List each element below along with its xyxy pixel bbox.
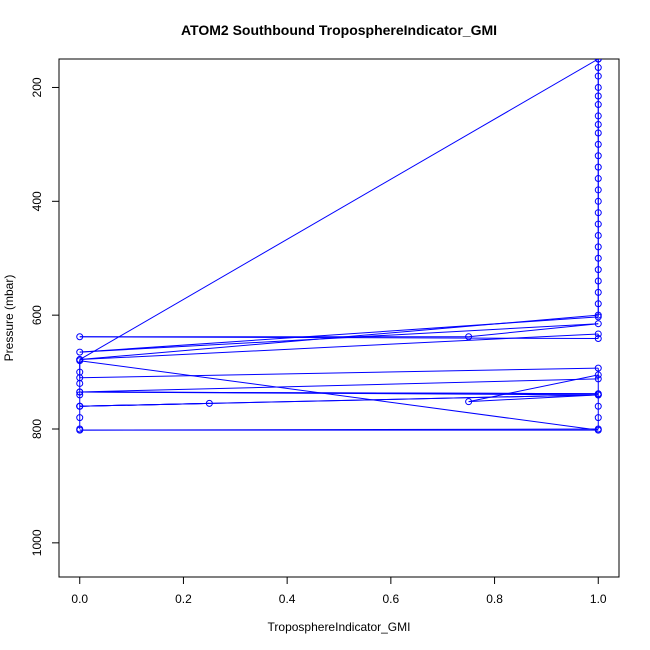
x-tick-label: 0.2 (175, 592, 192, 606)
data-point (76, 414, 84, 422)
data-point (594, 371, 602, 379)
data-point (594, 334, 602, 342)
data-point (594, 320, 602, 328)
data-point (594, 364, 602, 372)
data-point (594, 231, 602, 239)
data-point (594, 288, 602, 296)
data-point (76, 333, 84, 341)
data-point (594, 101, 602, 109)
chart-title: ATOM2 Southbound TroposphereIndicator_GM… (181, 22, 497, 38)
series-line-segment (79, 394, 599, 407)
data-point (594, 140, 602, 148)
series-line-segment (79, 391, 599, 396)
x-tick-label: 0.0 (71, 592, 88, 606)
data-point (76, 348, 84, 356)
data-point (594, 83, 602, 91)
data-point (76, 391, 84, 399)
data-point (594, 277, 602, 285)
data-point (594, 300, 602, 308)
data-point (594, 402, 602, 410)
data-point (76, 388, 84, 396)
series-line-segment (79, 316, 599, 353)
series-line-segment (79, 378, 599, 393)
data-point (594, 330, 602, 338)
data-point (594, 186, 602, 194)
data-point (594, 266, 602, 274)
data-point (465, 398, 473, 406)
y-tick-label: 1000 (30, 529, 44, 556)
series-lines (79, 59, 599, 431)
y-tick-label: 400 (30, 191, 44, 211)
data-point (76, 368, 84, 376)
data-point (76, 379, 84, 387)
data-point (594, 254, 602, 262)
y-tick-label: 600 (30, 305, 44, 325)
data-point (594, 92, 602, 100)
x-axis: 0.0 0.2 0.4 0.6 0.8 1.0 (71, 577, 607, 606)
data-point (594, 129, 602, 137)
series-line-segment (79, 333, 599, 361)
data-point (76, 357, 84, 365)
series-line-segment (468, 374, 599, 403)
plot-frame (58, 58, 620, 578)
series-points (76, 59, 602, 434)
data-point (594, 426, 602, 434)
data-point (594, 59, 602, 63)
data-point (594, 220, 602, 228)
series-line-segment (79, 367, 599, 379)
series-line-segment (468, 394, 599, 403)
data-point (76, 425, 84, 433)
x-tick-label: 0.6 (383, 592, 400, 606)
y-tick-label: 800 (30, 419, 44, 439)
data-point (594, 163, 602, 171)
x-tick-label: 1.0 (590, 592, 607, 606)
y-tick-label: 200 (30, 77, 44, 97)
data-point (594, 152, 602, 160)
data-point (594, 414, 602, 422)
data-point (594, 175, 602, 183)
data-point (594, 120, 602, 128)
series-line-segment (79, 59, 599, 360)
data-point (594, 209, 602, 217)
data-point (594, 72, 602, 80)
x-axis-label: TroposphereIndicator_GMI (268, 620, 411, 634)
y-axis-label: Pressure (mbar) (2, 275, 16, 362)
data-point (594, 243, 602, 251)
series-line-segment (468, 323, 599, 338)
data-point (205, 399, 213, 407)
data-point (594, 197, 602, 205)
x-tick-label: 0.8 (486, 592, 503, 606)
y-axis: 200 400 600 800 1000 (30, 77, 59, 556)
data-point (594, 313, 602, 321)
data-point (594, 391, 602, 399)
data-point (594, 64, 602, 72)
series-line-segment (79, 360, 599, 431)
data-point (76, 402, 84, 410)
data-point (594, 375, 602, 383)
data-point (465, 333, 473, 341)
data-point (594, 112, 602, 120)
x-tick-label: 0.4 (279, 592, 296, 606)
